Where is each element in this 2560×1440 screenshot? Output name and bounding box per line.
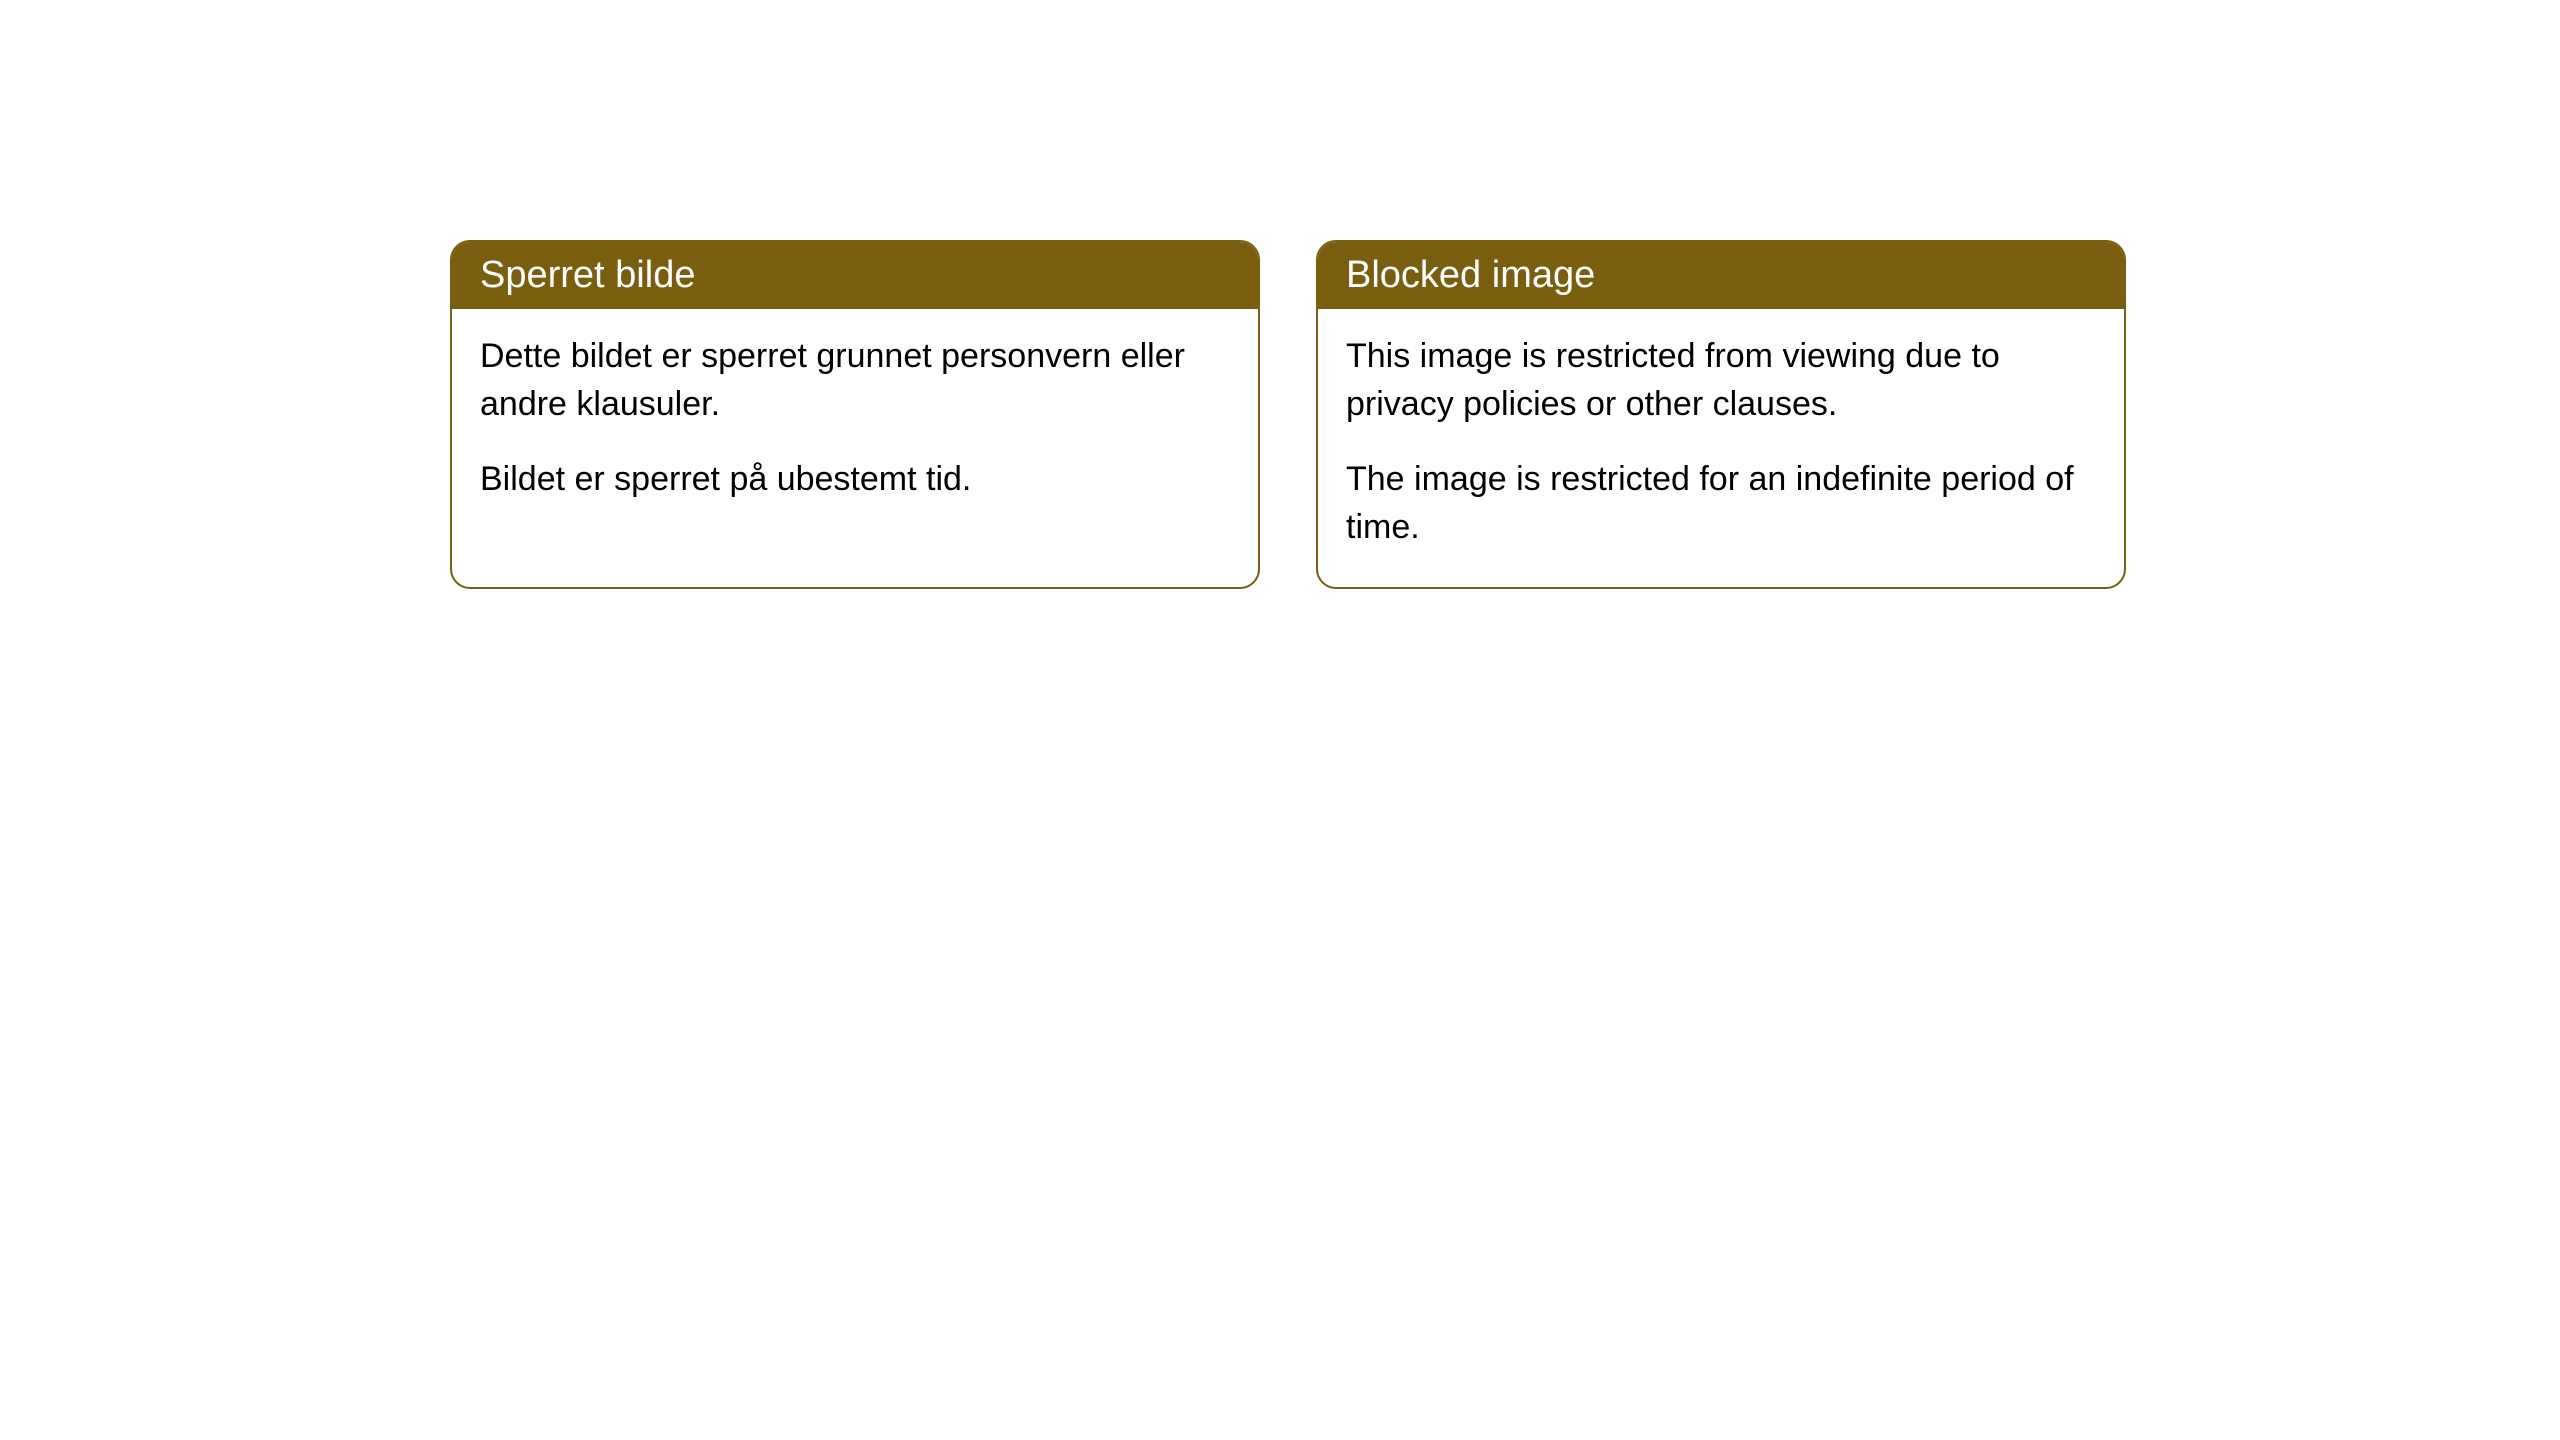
card-header-norwegian: Sperret bilde [452, 242, 1258, 309]
card-title: Blocked image [1346, 254, 1595, 296]
notice-card-norwegian: Sperret bilde Dette bildet er sperret gr… [450, 240, 1260, 589]
card-body-norwegian: Dette bildet er sperret grunnet personve… [452, 309, 1258, 540]
notice-card-english: Blocked image This image is restricted f… [1316, 240, 2126, 589]
card-paragraph: The image is restricted for an indefinit… [1346, 456, 2096, 551]
card-body-english: This image is restricted from viewing du… [1318, 309, 2124, 587]
card-paragraph: This image is restricted from viewing du… [1346, 333, 2096, 428]
notice-cards-container: Sperret bilde Dette bildet er sperret gr… [450, 240, 2126, 589]
card-header-english: Blocked image [1318, 242, 2124, 309]
card-title: Sperret bilde [480, 254, 695, 296]
card-paragraph: Bildet er sperret på ubestemt tid. [480, 456, 1230, 504]
card-paragraph: Dette bildet er sperret grunnet personve… [480, 333, 1230, 428]
